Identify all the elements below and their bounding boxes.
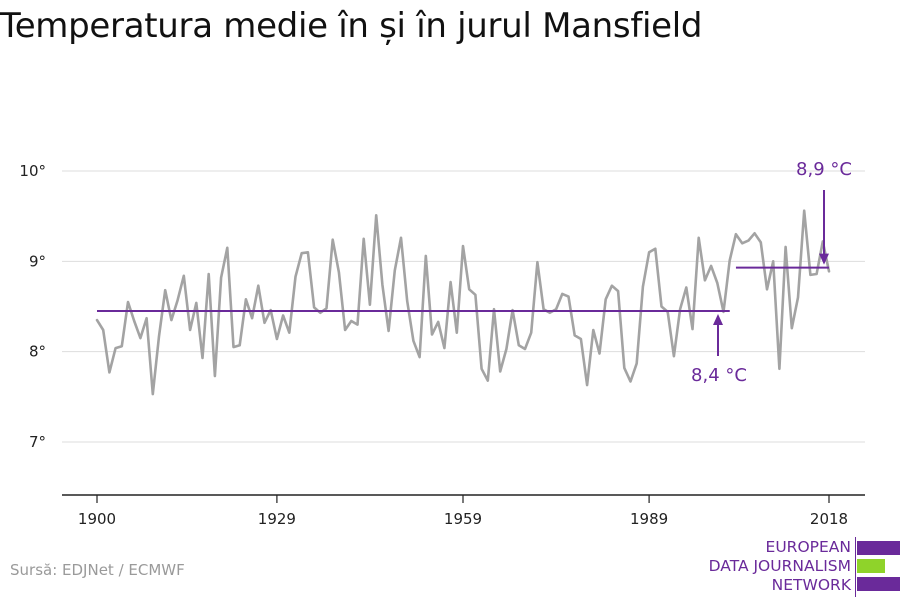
y-tick-label: 7° xyxy=(29,433,46,451)
logo-line-data-journalism: DATA JOURNALISM xyxy=(708,557,851,575)
y-tick-label: 8° xyxy=(29,343,46,361)
x-tick-label: 1959 xyxy=(444,510,482,528)
gridlines xyxy=(62,170,865,443)
recent-mean-label: 8,9 °C xyxy=(796,159,852,180)
source-note: Sursă: EDJNet / ECMWF xyxy=(10,561,185,579)
axes: 7° 8° 9° 10° 1900 1929 1959 1989 2018 xyxy=(19,162,865,528)
logo-bar-middle xyxy=(857,559,885,573)
chart-title: Temperatura medie în și în jurul Mansfie… xyxy=(0,6,703,46)
baseline-arrow-head xyxy=(713,314,723,326)
x-tick-label: 1989 xyxy=(630,510,668,528)
logo-bar-bottom xyxy=(857,577,900,591)
logo-bar-top xyxy=(857,541,900,555)
y-tick-label: 9° xyxy=(29,252,46,270)
logo-line-network: NETWORK xyxy=(771,576,851,594)
x-tick-label: 2018 xyxy=(810,510,848,528)
y-tick-label: 10° xyxy=(19,162,46,180)
x-tick-label: 1929 xyxy=(258,510,296,528)
logo-divider xyxy=(855,537,856,597)
reference-lines: 8,4 °C 8,9 °C xyxy=(97,159,852,386)
edjnet-logo: EUROPEAN DATA JOURNALISM NETWORK xyxy=(700,537,900,597)
logo-line-european: EUROPEAN xyxy=(765,538,851,556)
recent-arrow-head xyxy=(819,253,829,265)
baseline-mean-label: 8,4 °C xyxy=(691,365,747,386)
x-tick-label: 1900 xyxy=(78,510,116,528)
